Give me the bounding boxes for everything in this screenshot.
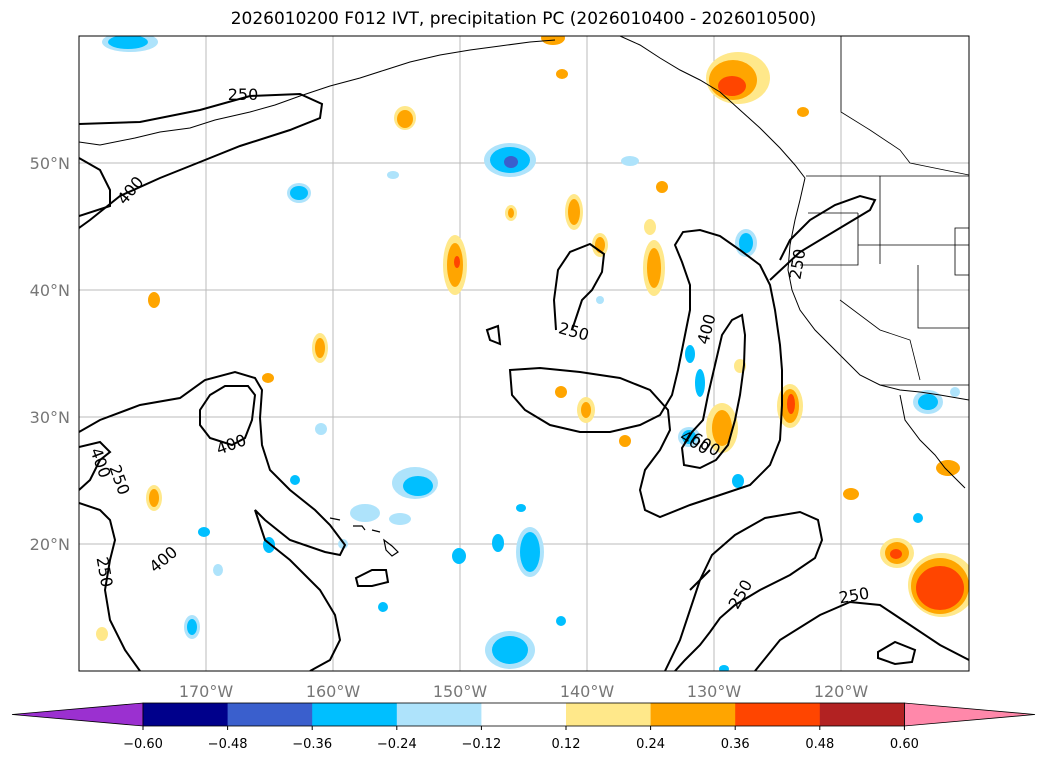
colorbar-segment bbox=[650, 703, 736, 726]
lon-label: 160°W bbox=[306, 682, 361, 701]
colorbar-extend-low bbox=[11, 702, 144, 727]
colorbar-tick-label: −0.24 bbox=[377, 737, 417, 752]
colorbar-tick-label: −0.48 bbox=[208, 737, 248, 752]
lat-label: 50°N bbox=[30, 154, 70, 173]
colorbar-tick-label: −0.60 bbox=[123, 737, 163, 752]
lon-label: 130°W bbox=[687, 682, 742, 701]
colorbar-tick-label: 0.12 bbox=[552, 737, 581, 752]
colorbar-tick-label: −0.12 bbox=[461, 737, 501, 752]
lon-label: 150°W bbox=[433, 682, 488, 701]
colorbar-segment bbox=[227, 703, 313, 726]
ivt-contours bbox=[79, 92, 969, 671]
map-title: 2026010200 F012 IVT, precipitation PC (2… bbox=[230, 9, 817, 29]
coastline bbox=[79, 36, 969, 489]
colorbar-segment bbox=[396, 703, 482, 726]
colorbar-segment bbox=[819, 703, 905, 726]
colorbar-segment bbox=[143, 703, 229, 726]
lat-label: 30°N bbox=[30, 408, 70, 427]
colorbar-tick-label: 0.48 bbox=[805, 737, 834, 752]
lon-label: 140°W bbox=[560, 682, 615, 701]
map-frame bbox=[78, 35, 970, 672]
map-area bbox=[79, 36, 969, 671]
lon-label: 120°W bbox=[814, 682, 869, 701]
colorbar bbox=[11, 702, 1036, 727]
longitude-labels: 170°W 160°W 150°W 140°W 130°W 120°W bbox=[179, 682, 869, 701]
colorbar-segment bbox=[566, 703, 652, 726]
colorbar-tick-label: −0.36 bbox=[292, 737, 332, 752]
lat-label: 40°N bbox=[30, 281, 70, 300]
colorbar-outline bbox=[142, 702, 905, 727]
colorbar-tick-label: 0.36 bbox=[721, 737, 750, 752]
colorbar-segment bbox=[735, 703, 821, 726]
lat-label: 20°N bbox=[30, 535, 70, 554]
lon-label: 170°W bbox=[179, 682, 234, 701]
colorbar-segment bbox=[312, 703, 398, 726]
colorbar-tick-label: 0.24 bbox=[636, 737, 665, 752]
precip-anomaly-fill bbox=[96, 36, 969, 671]
latitude-labels: 50°N 40°N 30°N 20°N bbox=[30, 154, 70, 554]
colorbar-ticks: −0.60 −0.48 −0.36 −0.24 −0.12 0.12 0.24 0.36 0.4… bbox=[123, 726, 919, 752]
political-boundaries bbox=[800, 36, 969, 386]
colorbar-extend-high bbox=[904, 702, 1036, 727]
hawaiian-islands bbox=[329, 517, 399, 557]
colorbar-segment bbox=[481, 703, 567, 726]
contour-label: 250 bbox=[228, 85, 259, 104]
colorbar-tick-label: 0.60 bbox=[890, 737, 919, 752]
